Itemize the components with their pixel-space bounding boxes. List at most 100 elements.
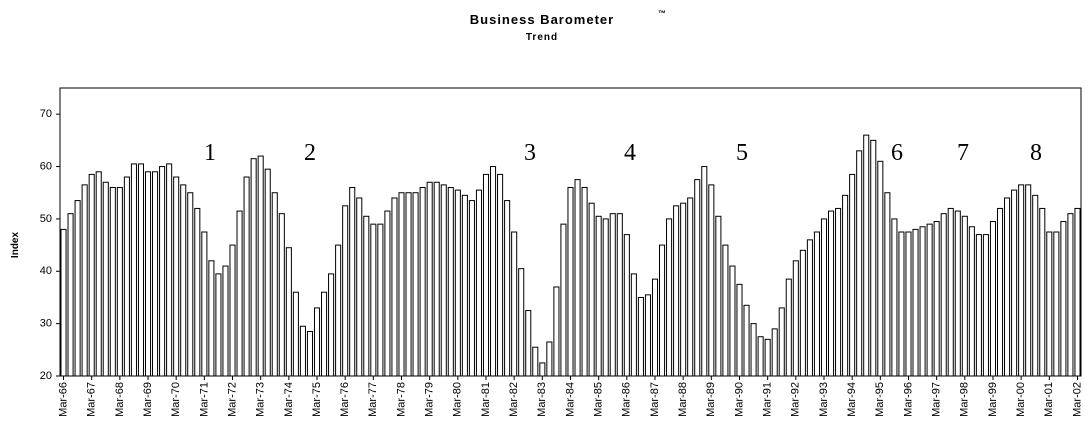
bar bbox=[827, 210, 835, 377]
trademark: ™ bbox=[658, 9, 666, 18]
bar bbox=[313, 307, 321, 377]
bar bbox=[919, 226, 926, 377]
x-tick-label: Mar-68 bbox=[114, 382, 126, 417]
bar bbox=[166, 163, 173, 377]
bar bbox=[750, 323, 757, 377]
x-tick-label: Mar-99 bbox=[987, 382, 999, 417]
bar bbox=[215, 273, 222, 377]
bar bbox=[391, 197, 398, 377]
bar bbox=[842, 194, 849, 377]
bar bbox=[81, 184, 88, 377]
x-tick-label: Mar-77 bbox=[367, 382, 379, 417]
bar bbox=[539, 362, 546, 377]
bar bbox=[1025, 184, 1032, 377]
bar bbox=[144, 171, 152, 377]
y-tick-label: 20 bbox=[40, 370, 52, 382]
y-axis-label: Index bbox=[10, 232, 21, 259]
bar bbox=[60, 228, 67, 377]
x-tick-label: Mar-01 bbox=[1043, 382, 1055, 417]
bar bbox=[659, 244, 666, 377]
bar bbox=[877, 160, 884, 377]
x-tick-label: Mar-00 bbox=[1015, 382, 1027, 417]
bar bbox=[553, 286, 560, 377]
bar bbox=[264, 168, 271, 377]
bar bbox=[356, 197, 363, 377]
bar bbox=[95, 171, 102, 377]
bar bbox=[982, 234, 989, 377]
y-tick-label: 30 bbox=[40, 318, 52, 330]
bar bbox=[1011, 189, 1018, 377]
bar bbox=[989, 221, 997, 377]
bar bbox=[187, 192, 194, 377]
bar bbox=[898, 231, 905, 377]
x-tick-label: Mar-91 bbox=[762, 382, 774, 417]
annotation: 3 bbox=[524, 140, 536, 166]
bar bbox=[694, 179, 701, 377]
bar bbox=[630, 273, 637, 377]
bar bbox=[722, 244, 729, 377]
bar bbox=[342, 205, 349, 377]
bar bbox=[321, 291, 328, 377]
x-tick-label: Mar-71 bbox=[198, 382, 210, 417]
bar bbox=[609, 213, 616, 377]
bar bbox=[398, 192, 405, 377]
x-tick-label: Mar-89 bbox=[705, 382, 717, 417]
y-tick-label: 70 bbox=[40, 108, 52, 120]
annotation: 5 bbox=[736, 140, 748, 166]
bar bbox=[285, 247, 292, 377]
bar bbox=[736, 283, 743, 377]
bar bbox=[891, 218, 898, 377]
x-tick-label: Mar-96 bbox=[902, 382, 914, 417]
bar bbox=[567, 186, 574, 377]
bar bbox=[405, 192, 412, 377]
bar bbox=[912, 228, 919, 377]
x-tick-label: Mar-02 bbox=[1071, 382, 1083, 417]
bar bbox=[870, 139, 877, 377]
x-tick-label: Mar-83 bbox=[536, 382, 548, 417]
bar bbox=[74, 200, 81, 377]
bar bbox=[926, 223, 933, 377]
bar bbox=[370, 223, 377, 377]
bar bbox=[159, 166, 166, 377]
bar bbox=[482, 173, 490, 377]
chart-subtitle: Trend bbox=[526, 32, 558, 43]
bar bbox=[701, 166, 708, 377]
bar bbox=[588, 202, 595, 377]
y-tick-label: 60 bbox=[40, 160, 52, 172]
bar bbox=[1004, 197, 1011, 377]
bar bbox=[757, 336, 764, 377]
x-tick-label: Mar-94 bbox=[846, 382, 858, 417]
bar bbox=[426, 181, 433, 377]
bar bbox=[961, 215, 968, 377]
x-tick-label: Mar-86 bbox=[621, 382, 633, 417]
bar bbox=[778, 307, 785, 377]
bar bbox=[715, 215, 722, 377]
bar bbox=[306, 330, 314, 377]
bar bbox=[820, 218, 828, 377]
bar bbox=[687, 197, 694, 377]
bar bbox=[968, 226, 975, 377]
x-tick-label: Mar-88 bbox=[677, 382, 689, 417]
bar bbox=[412, 192, 419, 377]
bar bbox=[574, 179, 581, 377]
x-tick-label: Mar-81 bbox=[480, 382, 492, 417]
x-tick-label: Mar-74 bbox=[283, 382, 295, 417]
bar bbox=[933, 221, 940, 377]
bar bbox=[602, 218, 609, 377]
bar bbox=[884, 192, 891, 377]
bar bbox=[384, 210, 391, 377]
x-tick-label: Mar-66 bbox=[57, 382, 69, 417]
bar bbox=[806, 239, 813, 377]
bar bbox=[666, 218, 673, 377]
bar bbox=[1067, 213, 1074, 377]
bar bbox=[729, 265, 736, 377]
x-tick-label: Mar-72 bbox=[226, 382, 238, 417]
bar bbox=[377, 223, 384, 377]
x-tick-label: Mar-78 bbox=[395, 382, 407, 417]
bar bbox=[447, 186, 454, 377]
bar bbox=[278, 213, 285, 377]
bar bbox=[940, 213, 947, 377]
bar bbox=[799, 249, 806, 377]
bar bbox=[835, 207, 842, 377]
